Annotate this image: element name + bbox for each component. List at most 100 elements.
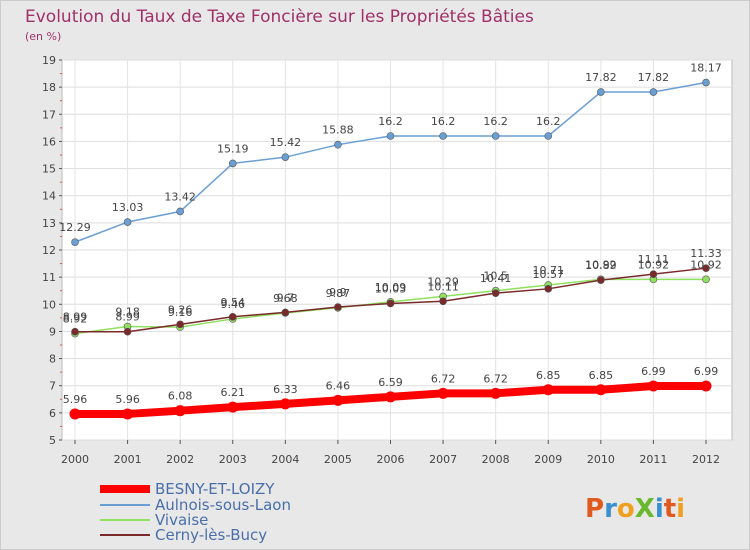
- data-label: 9.7: [277, 291, 295, 304]
- x-tick-label: 2003: [219, 453, 247, 466]
- y-tick-label: 19: [42, 54, 56, 67]
- data-label: 10.89: [585, 259, 617, 272]
- x-tick-label: 2007: [429, 453, 457, 466]
- data-label: 10.41: [480, 272, 512, 285]
- x-tick-label: 2002: [166, 453, 194, 466]
- data-point: [176, 207, 184, 216]
- data-label: 8.99: [115, 311, 140, 324]
- y-tick-label: 18: [42, 81, 56, 94]
- data-point: [702, 264, 710, 272]
- legend-label: Vivaise: [155, 511, 208, 529]
- y-tick-label: 9: [49, 325, 56, 338]
- x-tick-label: 2000: [61, 453, 89, 466]
- y-tick-label: 6: [49, 407, 56, 420]
- data-label: 10.29: [427, 275, 459, 288]
- data-label: 5.96: [63, 393, 88, 406]
- data-point: [490, 387, 502, 399]
- chart-title: Evolution du Taux de Taxe Foncière sur l…: [25, 7, 534, 27]
- data-label: 15.19: [217, 142, 249, 155]
- data-label: 6.99: [694, 365, 719, 378]
- series-group: [69, 78, 712, 420]
- data-label: 17.82: [638, 71, 670, 84]
- data-label: 10.09: [375, 281, 407, 294]
- data-label: 6.08: [168, 390, 193, 403]
- y-tick-label: 16: [42, 135, 56, 148]
- data-label: 16.2: [536, 115, 561, 128]
- data-label: 10.03: [375, 282, 407, 295]
- x-tick-label: 2011: [639, 453, 667, 466]
- grid: [62, 59, 732, 441]
- x-tick-label: 2001: [114, 453, 142, 466]
- data-label: 9.18: [115, 306, 140, 319]
- data-label: 9.16: [168, 306, 193, 319]
- data-label: 11.33: [690, 247, 722, 260]
- data-point: [334, 140, 342, 149]
- data-label: 10.92: [585, 258, 617, 271]
- data-point: [386, 299, 395, 308]
- data-point: [71, 238, 79, 246]
- data-point: [281, 308, 290, 317]
- x-tick-label: 2004: [271, 453, 299, 466]
- data-label: 9.54: [221, 296, 246, 309]
- data-label: 6.72: [431, 372, 456, 385]
- data-point: [69, 408, 81, 420]
- data-point: [386, 132, 395, 140]
- data-point: [542, 384, 554, 396]
- data-point: [491, 289, 500, 297]
- legend-label: BESNY-ET-LOIZY: [155, 480, 275, 498]
- data-label: 10.92: [638, 258, 670, 271]
- x-tick-label: 2008: [482, 453, 510, 466]
- data-point: [279, 398, 291, 410]
- data-point: [649, 270, 658, 278]
- x-tick-label: 2012: [692, 453, 720, 466]
- data-point: [700, 380, 712, 392]
- data-label: 9.87: [326, 287, 351, 300]
- y-tick-label: 7: [49, 380, 56, 393]
- proxiti-logo: ProXiti: [585, 494, 685, 524]
- data-label: 6.99: [641, 365, 666, 378]
- data-point: [123, 327, 132, 336]
- y-tick-label: 13: [42, 217, 56, 230]
- legend-label: Aulnois-sous-Laon: [155, 496, 291, 514]
- y-tick-label: 14: [42, 190, 56, 203]
- data-label: 10.11: [427, 280, 459, 293]
- data-label: 6.21: [221, 386, 246, 399]
- data-point: [228, 312, 237, 321]
- data-point: [122, 408, 134, 420]
- data-label: 10.92: [690, 258, 722, 271]
- data-point: [702, 275, 710, 284]
- y-tick-label: 10: [42, 298, 56, 311]
- data-label: 6.72: [483, 372, 508, 385]
- data-label: 10.57: [533, 268, 565, 281]
- data-point: [649, 88, 658, 96]
- data-point: [595, 384, 607, 396]
- data-point: [385, 391, 396, 403]
- data-label: 16.2: [483, 115, 508, 128]
- data-point: [228, 159, 237, 168]
- y-tick-label: 15: [42, 163, 56, 176]
- data-point: [281, 153, 290, 161]
- data-point: [544, 132, 553, 140]
- data-label: 11.11: [638, 253, 670, 266]
- data-label: 15.88: [322, 124, 354, 137]
- unit-label: (en %): [25, 30, 61, 43]
- legend: BESNY-ET-LOIZYAulnois-sous-LaonVivaiseCe…: [100, 480, 291, 544]
- data-label: 8.92: [63, 313, 88, 326]
- data-point: [123, 218, 132, 226]
- data-label: 17.82: [585, 71, 617, 84]
- data-label: 10.5: [483, 270, 508, 283]
- data-point: [174, 405, 186, 417]
- legend-label: Cerny-lès-Bucy: [155, 526, 267, 544]
- data-label: 6.46: [326, 379, 351, 392]
- y-tick-label: 12: [42, 244, 56, 257]
- x-tick-label: 2010: [587, 453, 615, 466]
- data-point: [597, 276, 605, 284]
- data-label: 16.2: [431, 115, 456, 128]
- data-point: [227, 401, 239, 413]
- data-label: 9.26: [168, 303, 193, 316]
- x-tick-label: 2005: [324, 453, 352, 466]
- x-tick-label: 2009: [534, 453, 562, 466]
- y-tick-label: 5: [49, 434, 56, 447]
